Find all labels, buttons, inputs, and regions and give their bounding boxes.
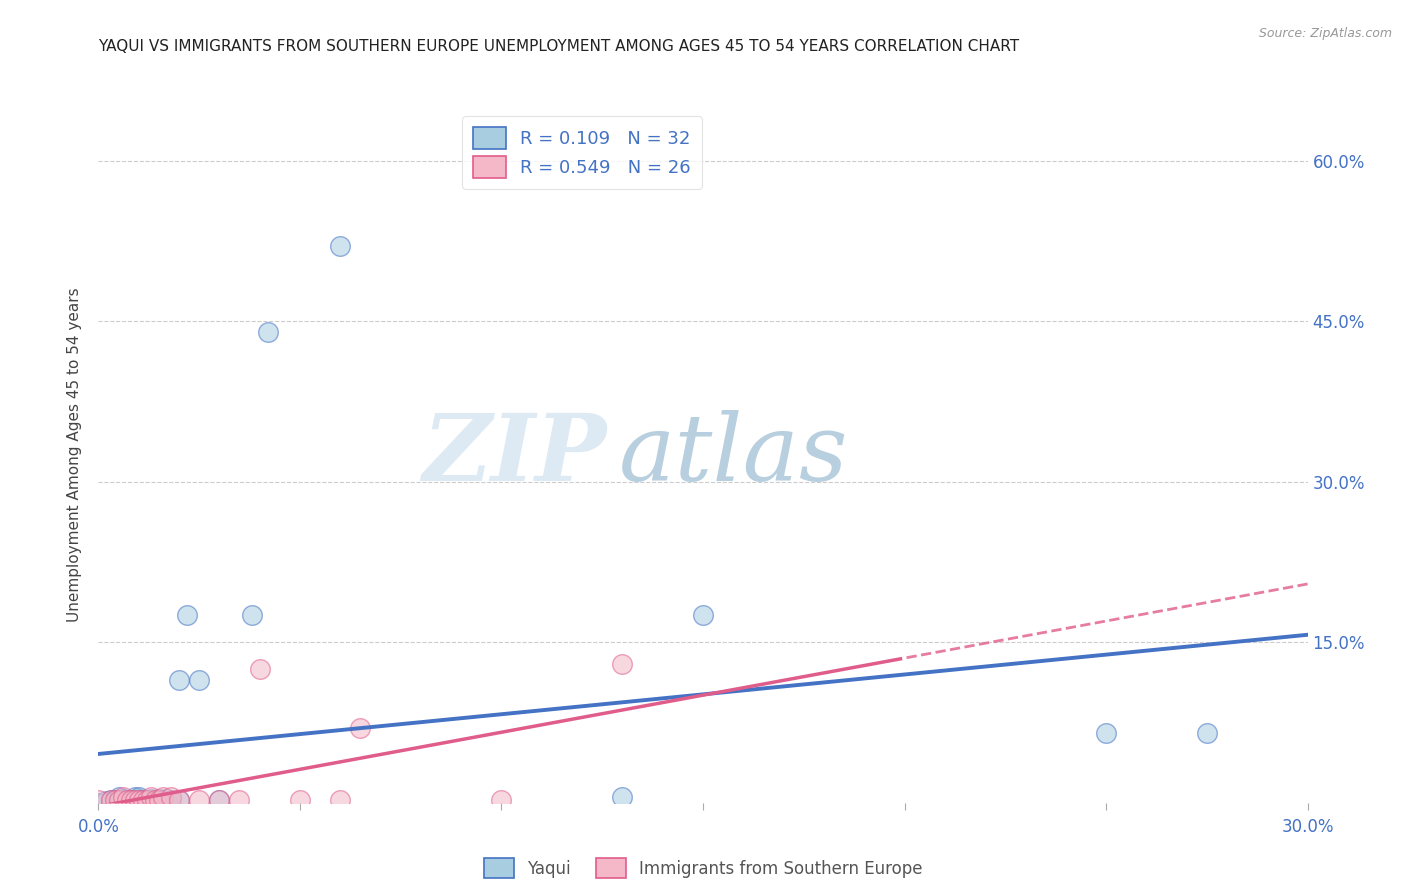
Point	[115, 792, 138, 806]
Point	[120, 792, 142, 806]
Point	[107, 790, 129, 805]
Point	[329, 239, 352, 253]
Point	[1095, 726, 1118, 740]
Point	[329, 792, 352, 806]
Point	[176, 608, 198, 623]
Point	[167, 673, 190, 687]
Point	[128, 791, 150, 805]
Point	[167, 792, 190, 806]
Legend: Yaqui, Immigrants from Southern Europe: Yaqui, Immigrants from Southern Europe	[477, 851, 929, 885]
Point	[120, 792, 142, 806]
Point	[107, 792, 129, 806]
Point	[132, 792, 155, 806]
Point	[692, 608, 714, 623]
Point	[156, 791, 179, 805]
Point	[87, 796, 110, 810]
Point	[87, 792, 110, 806]
Point	[100, 792, 122, 806]
Point	[160, 790, 183, 805]
Text: Source: ZipAtlas.com: Source: ZipAtlas.com	[1258, 27, 1392, 40]
Point	[103, 792, 125, 806]
Point	[111, 791, 134, 805]
Point	[188, 792, 211, 806]
Point	[152, 792, 174, 806]
Point	[124, 792, 146, 806]
Point	[139, 791, 162, 805]
Point	[167, 792, 190, 806]
Point	[1195, 726, 1218, 740]
Point	[143, 792, 166, 806]
Point	[228, 792, 250, 806]
Point	[143, 792, 166, 806]
Point	[208, 792, 231, 806]
Point	[240, 608, 263, 623]
Point	[132, 792, 155, 806]
Point	[148, 791, 170, 805]
Text: ZIP: ZIP	[422, 410, 606, 500]
Point	[115, 792, 138, 806]
Y-axis label: Unemployment Among Ages 45 to 54 years: Unemployment Among Ages 45 to 54 years	[67, 287, 83, 623]
Point	[148, 792, 170, 806]
Point	[612, 790, 634, 805]
Point	[107, 792, 129, 806]
Point	[249, 662, 271, 676]
Point	[103, 792, 125, 806]
Point	[135, 792, 157, 806]
Point	[160, 792, 183, 806]
Point	[188, 673, 211, 687]
Point	[491, 792, 513, 806]
Point	[111, 790, 134, 805]
Text: atlas: atlas	[619, 410, 848, 500]
Point	[152, 790, 174, 805]
Point	[208, 792, 231, 806]
Point	[128, 790, 150, 805]
Point	[288, 792, 311, 806]
Point	[124, 790, 146, 805]
Point	[349, 721, 371, 735]
Point	[256, 325, 278, 339]
Point	[128, 792, 150, 806]
Point	[612, 657, 634, 671]
Point	[139, 790, 162, 805]
Text: YAQUI VS IMMIGRANTS FROM SOUTHERN EUROPE UNEMPLOYMENT AMONG AGES 45 TO 54 YEARS : YAQUI VS IMMIGRANTS FROM SOUTHERN EUROPE…	[98, 38, 1019, 54]
Point	[135, 792, 157, 806]
Point	[100, 792, 122, 806]
Point	[96, 794, 118, 808]
